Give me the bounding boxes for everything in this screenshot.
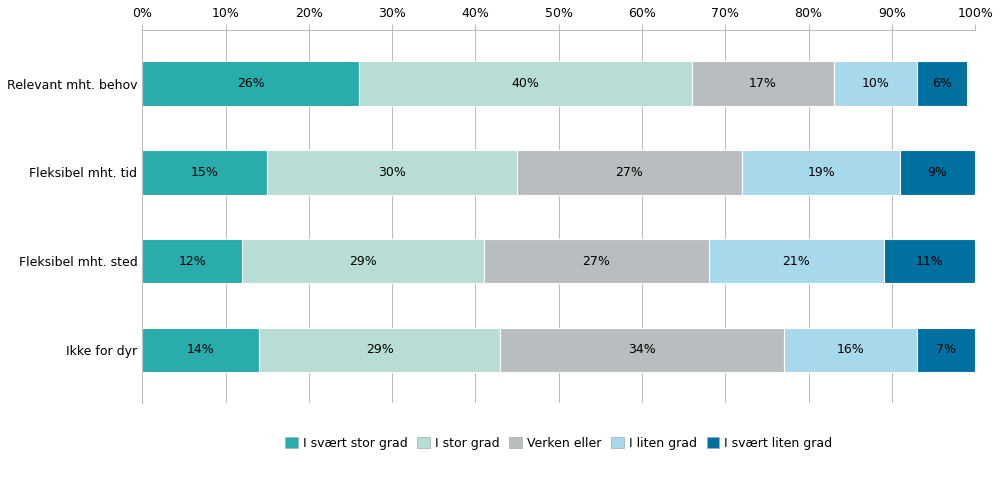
Bar [142, 328, 259, 372]
Bar [834, 62, 917, 106]
Text: 16%: 16% [836, 343, 864, 356]
Text: 7%: 7% [936, 343, 956, 356]
Text: 19%: 19% [807, 166, 835, 179]
Text: 14%: 14% [187, 343, 214, 356]
Text: 30%: 30% [378, 166, 406, 179]
Text: 15%: 15% [191, 166, 219, 179]
Text: 29%: 29% [366, 343, 394, 356]
Text: 29%: 29% [349, 254, 377, 267]
Text: 17%: 17% [749, 77, 777, 90]
Bar [142, 239, 242, 283]
Text: 9%: 9% [928, 166, 948, 179]
Bar [884, 239, 975, 283]
Text: 26%: 26% [237, 77, 264, 90]
Bar [742, 150, 900, 194]
Bar [142, 150, 267, 194]
Text: 21%: 21% [782, 254, 810, 267]
Legend: I svært stor grad, I stor grad, Verken eller, I liten grad, I svært liten grad: I svært stor grad, I stor grad, Verken e… [280, 432, 837, 455]
Text: 27%: 27% [582, 254, 610, 267]
Bar [784, 328, 917, 372]
Bar [142, 62, 359, 106]
Bar [709, 239, 884, 283]
Bar [900, 150, 975, 194]
Text: 10%: 10% [861, 77, 889, 90]
Text: 6%: 6% [932, 77, 952, 90]
Text: 27%: 27% [616, 166, 643, 179]
Bar [917, 62, 967, 106]
Bar [242, 239, 484, 283]
Bar [484, 239, 709, 283]
Text: 34%: 34% [628, 343, 656, 356]
Text: 12%: 12% [178, 254, 206, 267]
Text: 11%: 11% [915, 254, 943, 267]
Bar [917, 328, 975, 372]
Text: 40%: 40% [511, 77, 539, 90]
Bar [259, 328, 500, 372]
Bar [267, 150, 517, 194]
Bar [500, 328, 784, 372]
Bar [517, 150, 742, 194]
Bar [359, 62, 692, 106]
Bar [692, 62, 834, 106]
